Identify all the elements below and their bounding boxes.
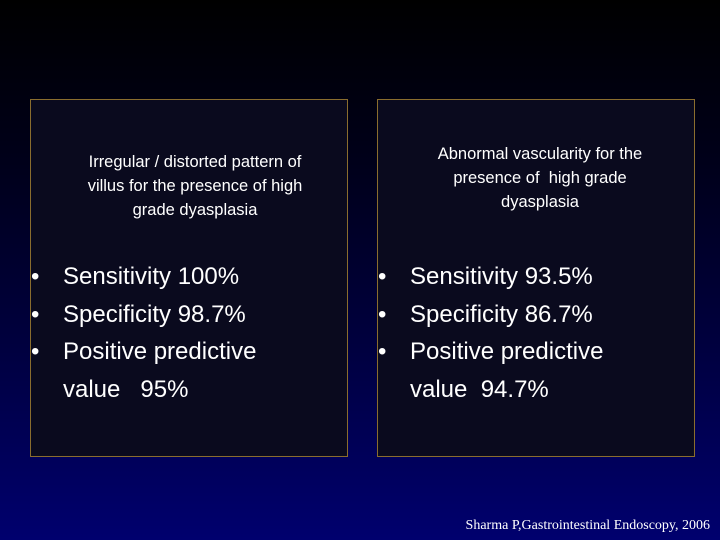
bullet-text: Sensitivity 93.5%: [410, 263, 593, 290]
bullet-text: Specificity 98.7%: [63, 300, 246, 328]
bullet-item-sensitivity: • Sensitivity 100%: [31, 258, 256, 296]
right-panel-bullet-list: • Sensitivity 93.5% • Specificity 86.7% …: [378, 258, 603, 408]
bullet-text: Positive predictive: [63, 338, 257, 365]
heading-line: dyasplasia: [501, 193, 579, 211]
citation: Sharma P,Gastrointestinal Endoscopy, 200…: [465, 518, 710, 533]
heading-line: Abnormal vascularity for the: [437, 145, 643, 163]
bullet-text: Sensitivity 100%: [63, 263, 240, 290]
heading-line: grade dyasplasia: [132, 201, 258, 219]
bullet-text: Positive predictive: [410, 338, 604, 365]
bullet-text-continued: value 95%: [63, 375, 189, 403]
left-panel-heading: Irregular / distorted pattern of villus …: [31, 150, 347, 222]
left-panel: Irregular / distorted pattern of villus …: [30, 99, 348, 457]
bullet-icon: •: [378, 300, 387, 328]
bullet-item-ppv: • Positive predictive value 94.7%: [378, 333, 603, 408]
bullet-text: Specificity 86.7%: [410, 300, 593, 328]
bullet-icon: •: [31, 338, 40, 365]
bullet-icon: •: [31, 300, 40, 328]
bullet-item-sensitivity: • Sensitivity 93.5%: [378, 258, 603, 296]
bullet-text-continued: value 94.7%: [410, 375, 549, 403]
bullet-icon: •: [378, 263, 387, 290]
bullet-item-ppv: • Positive predictive value 95%: [31, 333, 256, 408]
left-panel-bullet-list: • Sensitivity 100% • Specificity 98.7% •…: [31, 258, 256, 408]
bullet-item-specificity: • Specificity 98.7%: [31, 296, 256, 334]
bullet-icon: •: [378, 338, 387, 365]
bullet-icon: •: [31, 263, 40, 290]
right-panel-heading: Abnormal vascularity for the presence of…: [378, 142, 694, 214]
heading-line: presence of high grade: [453, 169, 627, 187]
bullet-item-specificity: • Specificity 86.7%: [378, 296, 603, 334]
heading-line: villus for the presence of high: [87, 177, 303, 195]
heading-line: Irregular / distorted pattern of: [88, 153, 302, 171]
right-panel: Abnormal vascularity for the presence of…: [377, 99, 695, 457]
